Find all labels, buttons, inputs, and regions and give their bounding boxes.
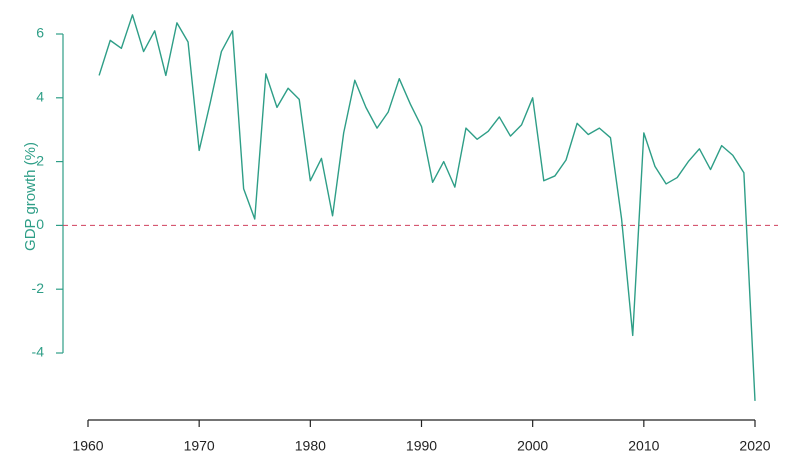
data-point xyxy=(709,168,712,171)
data-point xyxy=(320,157,323,160)
x-tick-label: 1970 xyxy=(184,438,215,454)
data-point xyxy=(431,181,434,184)
data-point xyxy=(464,127,467,130)
data-point xyxy=(553,174,556,177)
data-point xyxy=(598,127,601,130)
data-point xyxy=(720,144,723,147)
data-point xyxy=(398,77,401,80)
data-point xyxy=(353,79,356,82)
x-tick-label: 1960 xyxy=(72,438,103,454)
data-point xyxy=(420,125,423,128)
data-point xyxy=(698,147,701,150)
data-point xyxy=(364,106,367,109)
data-point xyxy=(665,182,668,185)
data-point xyxy=(331,214,334,217)
y-axis: -4 -2 0 2 4 6 xyxy=(32,25,64,360)
data-point xyxy=(742,171,745,174)
data-point xyxy=(242,187,245,190)
data-point xyxy=(264,72,267,75)
data-point xyxy=(676,176,679,179)
data-points xyxy=(98,13,757,402)
x-axis: 1960 1970 1980 1990 2000 2010 2020 xyxy=(72,419,771,454)
data-point xyxy=(187,40,190,43)
x-tick-label: 1990 xyxy=(406,438,437,454)
data-point xyxy=(631,334,634,337)
data-point xyxy=(620,218,623,221)
x-tick-label: 1980 xyxy=(295,438,326,454)
y-tick-label: -2 xyxy=(32,280,45,296)
gdp-growth-line xyxy=(98,14,756,401)
x-tick-label: 2000 xyxy=(517,438,548,454)
data-point xyxy=(109,39,112,42)
data-point xyxy=(120,47,123,50)
data-point xyxy=(409,103,412,106)
data-point xyxy=(209,101,212,104)
y-tick-label: 0 xyxy=(36,216,44,232)
y-tick-label: -4 xyxy=(32,344,45,360)
data-point xyxy=(609,136,612,139)
data-point xyxy=(175,21,178,24)
data-point xyxy=(642,131,645,134)
y-tick-label: 6 xyxy=(36,25,44,41)
y-axis-label: GDP growth (%) xyxy=(22,142,39,251)
data-point xyxy=(164,74,167,77)
data-point xyxy=(542,179,545,182)
data-point xyxy=(309,179,312,182)
data-point xyxy=(342,131,345,134)
data-point xyxy=(387,111,390,114)
data-point xyxy=(253,218,256,221)
data-point xyxy=(131,13,134,16)
data-point xyxy=(142,50,145,53)
data-point xyxy=(231,29,234,32)
data-point xyxy=(476,138,479,141)
data-point xyxy=(220,50,223,53)
data-point xyxy=(198,149,201,152)
data-point xyxy=(275,106,278,109)
data-point xyxy=(687,160,690,163)
x-tick-label: 2010 xyxy=(628,438,659,454)
data-point xyxy=(576,122,579,125)
data-point xyxy=(442,160,445,163)
data-point xyxy=(287,87,290,90)
data-point xyxy=(520,123,523,126)
data-point xyxy=(498,115,501,118)
x-tick-label: 2020 xyxy=(739,438,770,454)
data-point xyxy=(298,98,301,101)
data-point xyxy=(453,186,456,189)
data-point xyxy=(531,96,534,99)
data-point xyxy=(587,133,590,136)
y-tick-label: 2 xyxy=(36,152,44,168)
data-point xyxy=(565,159,568,162)
data-point xyxy=(376,127,379,130)
data-point xyxy=(653,165,656,168)
data-point xyxy=(731,154,734,157)
y-tick-label: 4 xyxy=(36,89,44,105)
data-point xyxy=(509,135,512,138)
data-point xyxy=(754,399,757,402)
data-point xyxy=(98,74,101,77)
data-point xyxy=(487,130,490,133)
data-point xyxy=(153,29,156,32)
